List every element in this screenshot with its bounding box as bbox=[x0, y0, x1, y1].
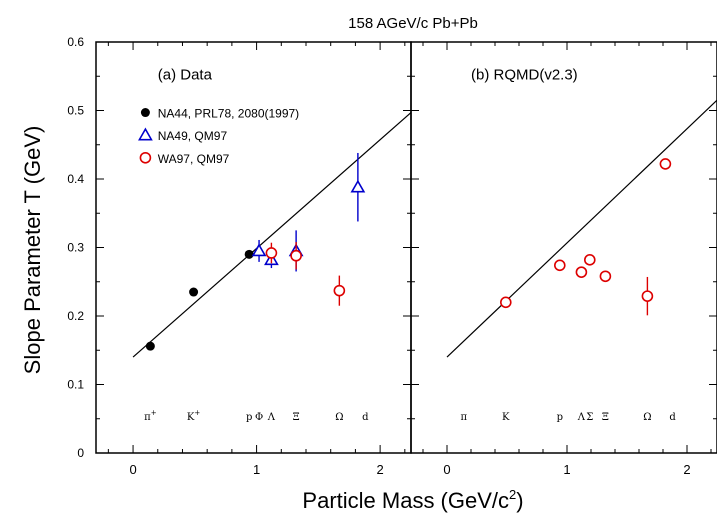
x-tick-label: 1 bbox=[253, 462, 260, 477]
chart-title: 158 AGeV/c Pb+Pb bbox=[348, 15, 478, 32]
particle-label: Σ bbox=[586, 412, 593, 423]
particle-label: Ω bbox=[643, 412, 651, 423]
legend-marker bbox=[138, 127, 153, 141]
legend-label: WA97, QM97 bbox=[158, 152, 230, 166]
y-tick-label: 0.1 bbox=[67, 378, 84, 392]
legend-label: NA49, QM97 bbox=[158, 129, 228, 143]
data-point bbox=[333, 284, 346, 297]
data-point bbox=[244, 249, 254, 259]
particle-label: Ξ bbox=[602, 412, 609, 423]
particle-label: d bbox=[669, 412, 676, 423]
x-axis-label-text: Particle Mass (GeV/c bbox=[302, 488, 509, 513]
legend-marker bbox=[140, 108, 150, 118]
particle-label-superscript: + bbox=[151, 409, 157, 417]
particle-label: p bbox=[557, 412, 563, 423]
data-point bbox=[251, 243, 267, 257]
particle-label: π+ bbox=[144, 409, 157, 423]
y-tick-label: 0.5 bbox=[67, 104, 84, 118]
data-point bbox=[290, 249, 302, 262]
data-point bbox=[265, 247, 278, 259]
particle-label: p bbox=[246, 412, 252, 423]
panel-label: (b) RQMD(v2.3) bbox=[471, 67, 578, 84]
plot-frame bbox=[95, 41, 412, 454]
y-tick-label: 0.4 bbox=[67, 172, 84, 186]
data-point bbox=[659, 158, 672, 170]
x-tick-label: 0 bbox=[443, 462, 450, 477]
x-tick-label: 2 bbox=[683, 462, 690, 477]
plot-frame bbox=[410, 41, 717, 454]
x-axis-label-superscript: 2 bbox=[509, 487, 516, 502]
particle-label: K+ bbox=[187, 409, 200, 423]
y-axis-label: Slope Parameter T (GeV) bbox=[20, 126, 45, 375]
particle-label: d bbox=[362, 412, 369, 423]
data-point bbox=[641, 290, 654, 302]
x-tick-label: 0 bbox=[129, 462, 136, 477]
particle-label: Ξ bbox=[293, 412, 300, 423]
particle-label: K bbox=[502, 412, 510, 423]
legend-label: NA44, PRL78, 2080(1997) bbox=[158, 107, 299, 121]
data-point bbox=[575, 266, 588, 278]
particle-label: Φ bbox=[255, 412, 263, 423]
particle-label: Ω bbox=[335, 412, 343, 423]
x-tick-label: 2 bbox=[377, 462, 384, 477]
particle-label: Λ bbox=[267, 412, 276, 423]
panel-a: 0 0.1 0.2 0.3 0.4 0.5 0.6 0 1 2 (a) Data NA44, PRL7… bbox=[67, 35, 412, 477]
data-point bbox=[189, 287, 199, 297]
trend-line bbox=[446, 99, 717, 358]
particle-label-superscript: + bbox=[194, 409, 200, 417]
y-tick-label: 0.2 bbox=[67, 309, 84, 323]
y-tick-label: 0.3 bbox=[67, 241, 84, 255]
particle-label: π bbox=[461, 412, 468, 423]
x-axis-label: Particle Mass (GeV/c2) bbox=[302, 487, 523, 513]
data-point bbox=[350, 179, 366, 193]
data-point bbox=[145, 341, 155, 351]
y-tick-label: 0.6 bbox=[67, 35, 84, 49]
data-point bbox=[583, 254, 596, 266]
y-tick-label: 0 bbox=[77, 446, 84, 460]
legend-marker bbox=[139, 151, 152, 164]
x-axis-label-close: ) bbox=[516, 488, 523, 513]
particle-label: Λ bbox=[577, 412, 586, 423]
trend-line bbox=[132, 112, 412, 358]
data-point bbox=[499, 296, 512, 309]
panel-label: (a) Data bbox=[158, 67, 213, 84]
data-point bbox=[599, 270, 612, 283]
data-point bbox=[553, 259, 566, 272]
x-tick-label: 1 bbox=[563, 462, 570, 477]
